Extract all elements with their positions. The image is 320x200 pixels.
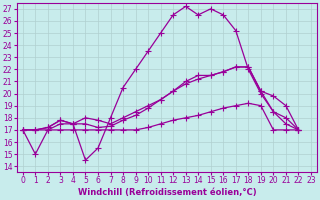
X-axis label: Windchill (Refroidissement éolien,°C): Windchill (Refroidissement éolien,°C) (77, 188, 256, 197)
